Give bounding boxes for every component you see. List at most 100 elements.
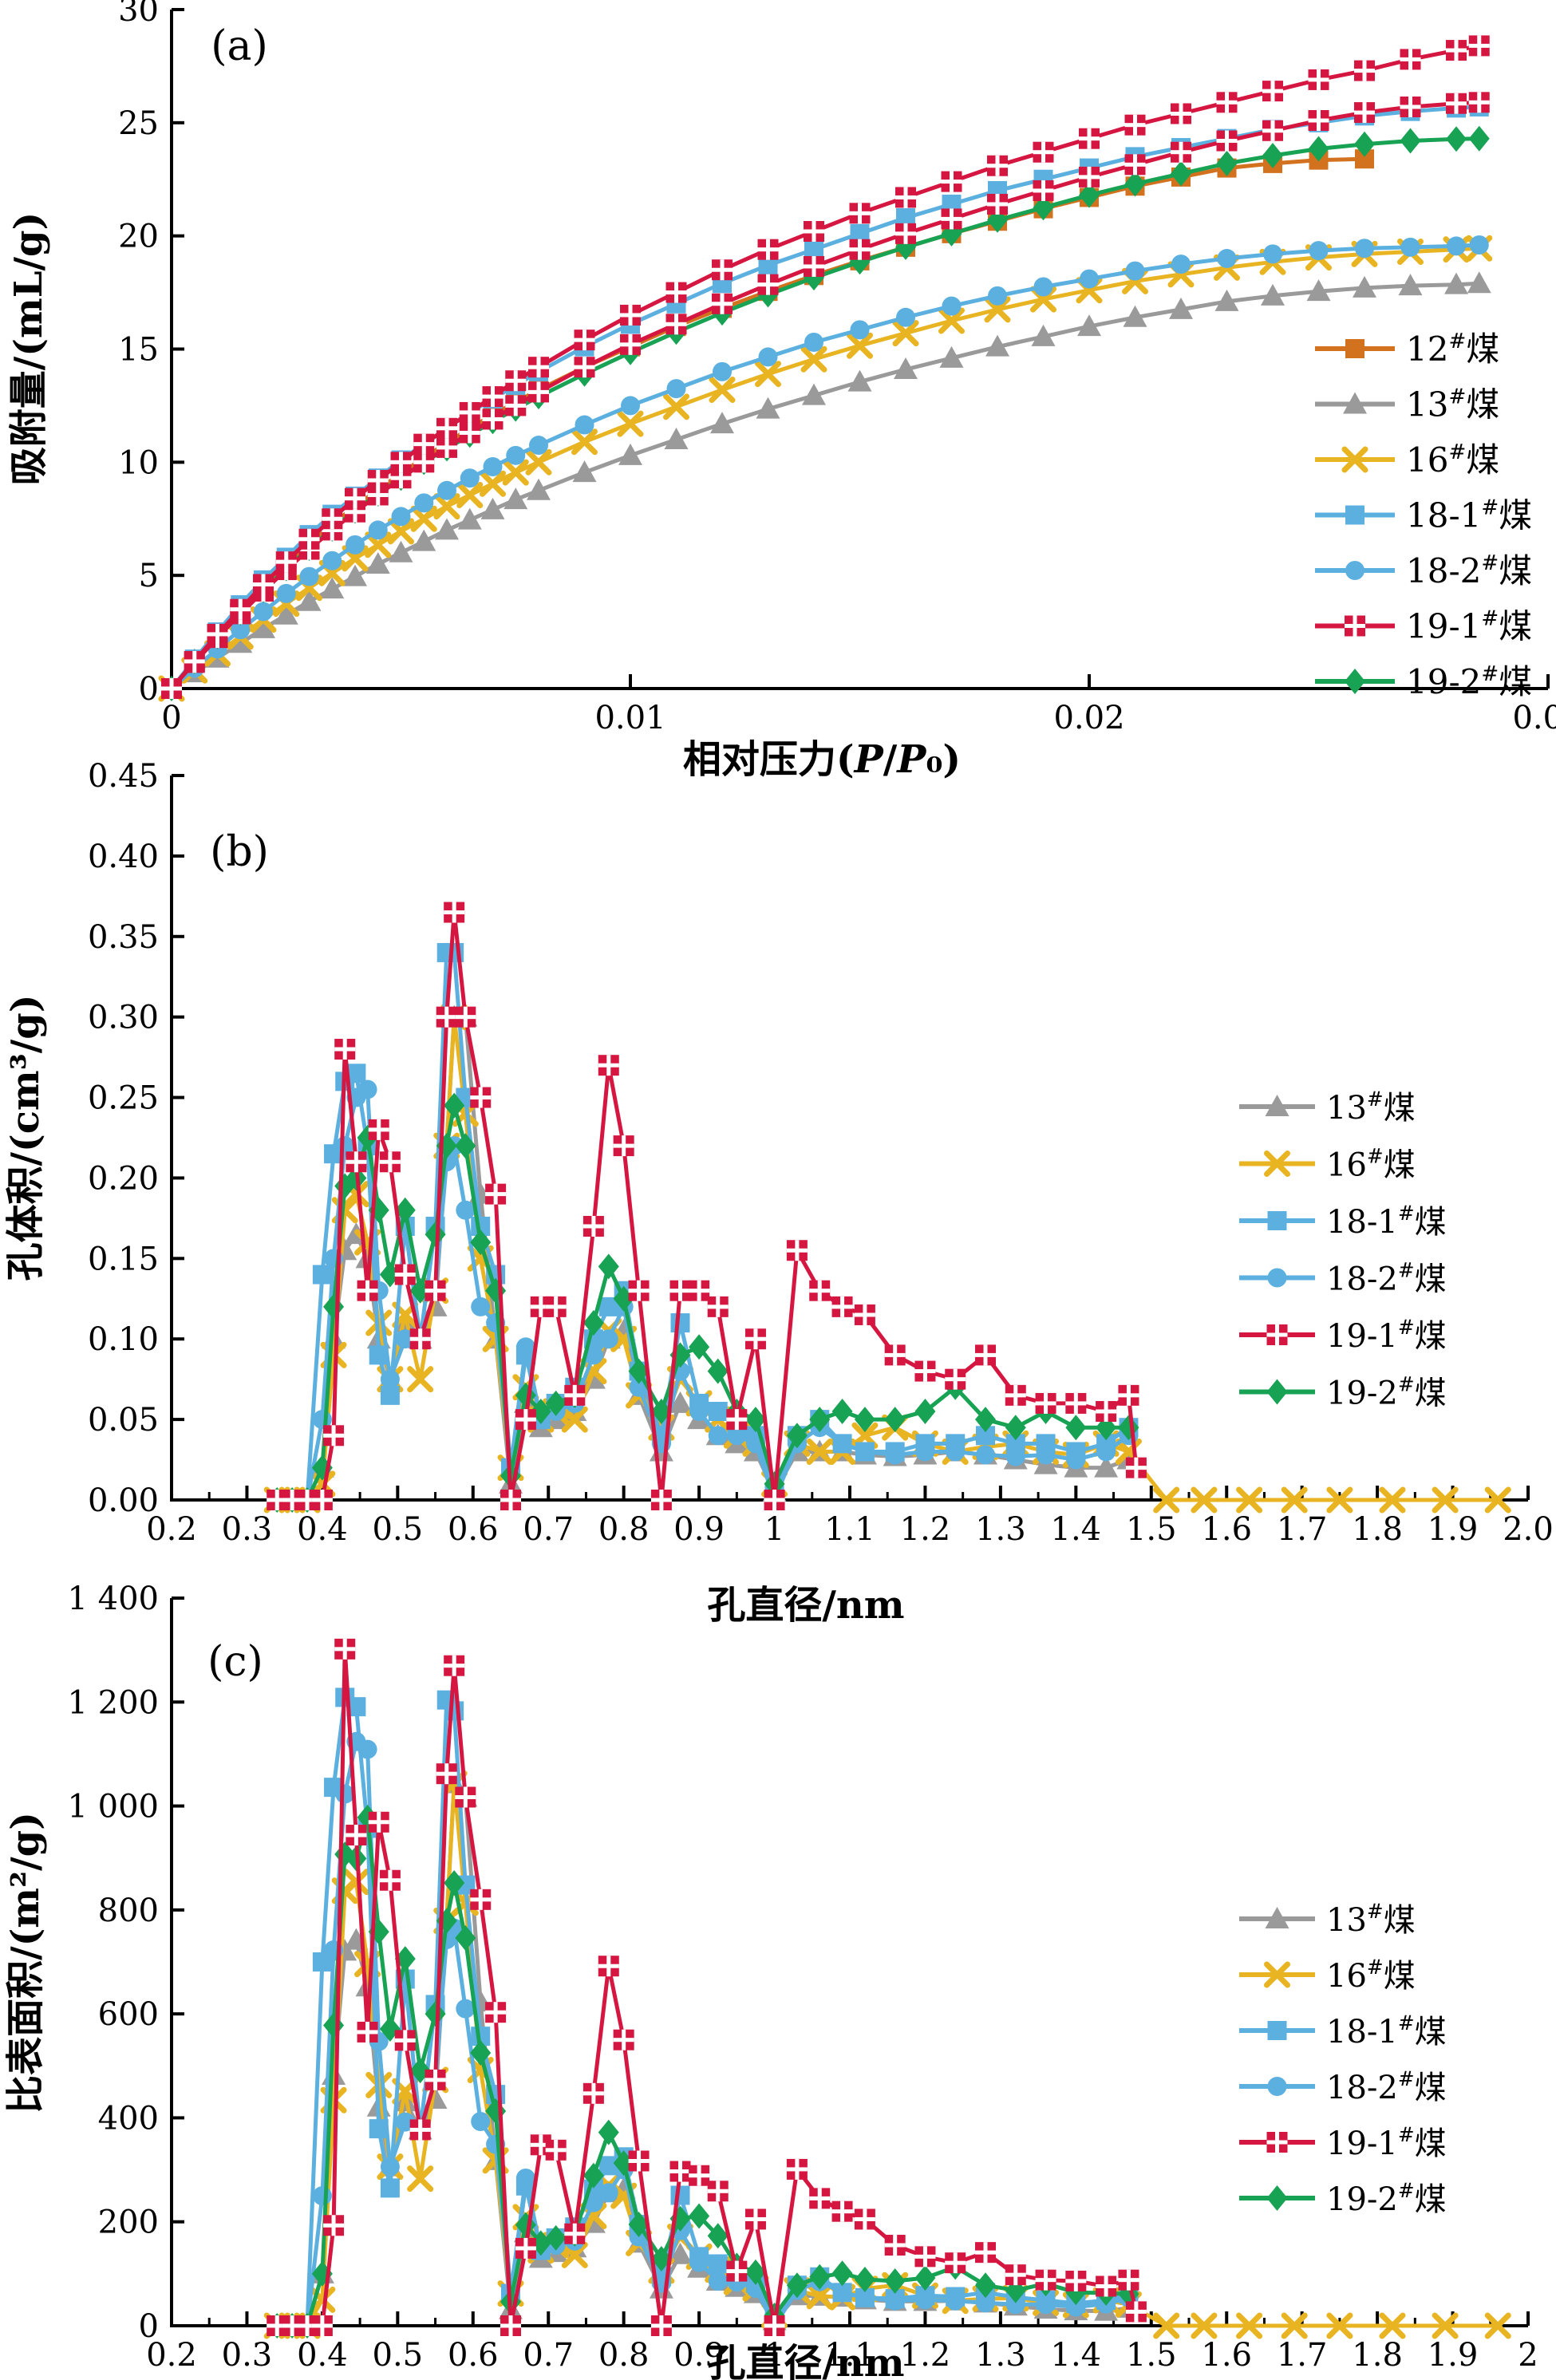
crossSquare-marker <box>1308 109 1329 131</box>
chart-c-ytick-label: 600 <box>98 1996 159 2033</box>
circle-marker <box>1033 277 1053 297</box>
chart-b-xtick-label: 0.7 <box>523 1511 574 1548</box>
xmark-marker <box>407 1366 434 1393</box>
crossSquare-marker <box>1124 114 1146 136</box>
diamond-marker <box>1354 131 1375 157</box>
legend-label-19-2#煤: 19-2#煤 <box>1326 2179 1447 2218</box>
crossSquare-marker <box>665 314 687 335</box>
diamond-marker <box>583 1310 604 1336</box>
circle-marker <box>1400 237 1420 257</box>
chart-b-ytick-label: 0.40 <box>88 839 159 875</box>
legend-item-18-1#煤: 18-1#煤 <box>1239 1202 1447 1241</box>
crossSquare-marker <box>455 1006 476 1028</box>
crossSquare-marker <box>1125 2301 1147 2323</box>
crossSquare-marker <box>613 2029 634 2050</box>
circle-marker <box>976 1445 995 1465</box>
chart-a-xtick-label: 0.02 <box>1053 700 1124 736</box>
xmark-marker <box>663 393 689 420</box>
crossSquare-marker <box>1096 1401 1117 1423</box>
square-marker <box>380 1385 400 1405</box>
legend-diamond-marker <box>1266 1379 1288 1405</box>
legend-square-marker <box>1267 1211 1287 1230</box>
square-marker <box>312 1952 332 1971</box>
xmark-marker <box>456 481 484 508</box>
diamond-marker <box>628 2211 650 2237</box>
diamond-marker <box>786 1423 808 1449</box>
chart-b: 0.00 0.05 0.10 0.15 0.20 0.25 0.30 0.35 0.40 0.45… <box>3 758 1554 1628</box>
crossSquare-marker <box>1262 120 1283 141</box>
crossSquare-marker <box>368 1811 389 1833</box>
circle-marker <box>299 566 319 586</box>
crossSquare-marker <box>230 598 251 620</box>
triangle-marker <box>320 577 345 599</box>
chart-b-ytick-label: 0.05 <box>88 1402 159 1439</box>
crossSquare-marker <box>726 2260 748 2282</box>
crossSquare-marker <box>334 1638 356 1660</box>
legend-label-13#煤: 13#煤 <box>1406 385 1499 424</box>
crossSquare-marker <box>390 452 412 473</box>
crossSquare-marker <box>545 2139 567 2161</box>
chart-c-xtick-label: 1.8 <box>1352 2337 1403 2374</box>
chart-a-series-12#煤-line <box>169 156 1367 691</box>
chart-b-xtick-label: 0.9 <box>673 1511 725 1548</box>
crossSquare-marker <box>1079 128 1100 149</box>
diamond-marker <box>809 1407 831 1433</box>
triangle-marker <box>457 507 482 530</box>
chart-c-xtick-label: 1.3 <box>975 2337 1026 2374</box>
legend-item-18-1#煤: 18-1#煤 <box>1239 2011 1447 2050</box>
chart-b-xtick-label: 2.0 <box>1503 1511 1554 1548</box>
crossSquare-marker <box>1033 180 1054 201</box>
legend-crossSquare-marker <box>1266 2132 1288 2153</box>
circle-marker <box>1447 236 1466 256</box>
crossSquare-marker <box>459 401 480 423</box>
legend-item-18-2#煤: 18-2#煤 <box>1315 551 1532 590</box>
circle-marker <box>1469 235 1489 255</box>
chart-c-xtick-label: 1.2 <box>900 2337 951 2374</box>
triangle-marker <box>1261 283 1285 306</box>
xmark-marker <box>342 1869 369 1896</box>
crossSquare-marker <box>1065 1392 1087 1414</box>
legend-triangle-marker <box>1265 1095 1289 1116</box>
xmark-marker <box>1191 2312 1218 2339</box>
diamond-marker <box>470 1229 492 1256</box>
square-marker <box>369 1345 389 1365</box>
triangle-marker <box>1306 279 1331 302</box>
diamond-marker <box>470 2040 492 2066</box>
circle-marker <box>276 583 296 603</box>
crossSquare-marker <box>515 2237 536 2259</box>
diamond-marker <box>650 2245 672 2271</box>
crossSquare-marker <box>620 304 641 326</box>
crossSquare-marker <box>975 2242 996 2264</box>
crossSquare-marker <box>444 1655 465 1676</box>
xmark-marker <box>1326 2312 1353 2339</box>
crossSquare-marker <box>1308 69 1329 90</box>
crossSquare-marker <box>854 1304 875 1325</box>
xmark-marker <box>388 518 414 545</box>
triangle-marker <box>664 427 689 449</box>
panel-label-c: (c) <box>207 1638 263 1686</box>
xmark-marker <box>1236 2312 1263 2339</box>
legend-xmark-marker <box>1264 1961 1290 1988</box>
chart-b-ylabel: 孔体积/(cm³/g) <box>3 994 48 1281</box>
crossSquare-marker <box>1216 130 1238 152</box>
circle-marker <box>1217 249 1237 269</box>
xmark-marker <box>571 428 598 456</box>
diamond-marker <box>884 1407 906 1433</box>
triangle-marker <box>297 589 322 611</box>
chart-a-xtick-label: 0.03 <box>1512 700 1556 736</box>
crossSquare-marker <box>650 1490 672 1510</box>
crossSquare-marker <box>726 1409 748 1431</box>
crossSquare-marker <box>545 1296 567 1317</box>
legend-label-18-2#煤: 18-2#煤 <box>1326 1259 1447 1298</box>
triangle-marker <box>504 487 528 510</box>
crossSquare-marker <box>1118 1384 1139 1406</box>
crossSquare-marker <box>895 223 916 244</box>
crossSquare-marker <box>500 2315 521 2336</box>
crossSquare-marker <box>379 1151 401 1173</box>
crossSquare-marker <box>854 2208 875 2230</box>
triangle-marker <box>572 460 597 483</box>
square-marker <box>1066 1442 1086 1462</box>
square-marker <box>444 1701 464 1721</box>
legend-item-19-1#煤: 19-1#煤 <box>1239 1316 1447 1355</box>
chart-b-xtick-label: 1.7 <box>1277 1511 1328 1548</box>
